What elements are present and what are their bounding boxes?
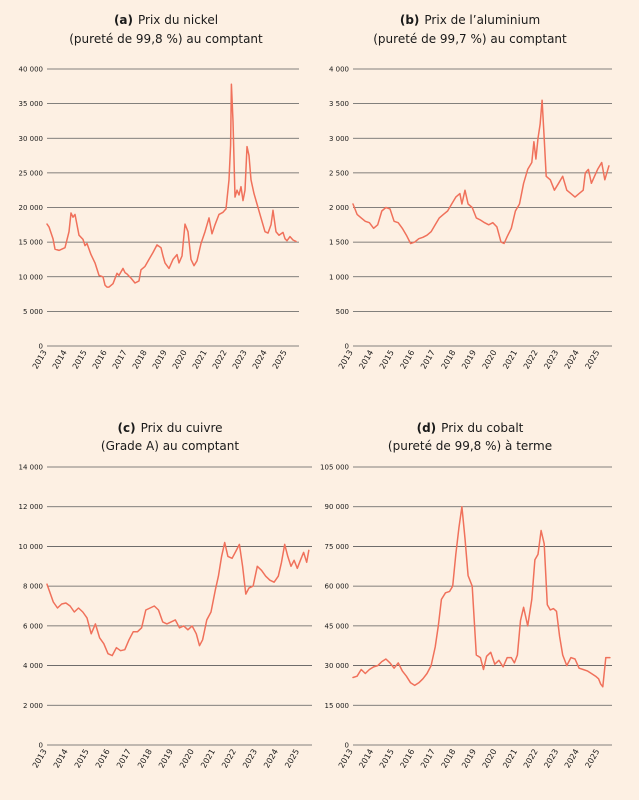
panel-letter: (b): [400, 13, 420, 27]
chart-title-line-1: (b) Prix de l’aluminium: [400, 13, 540, 27]
y-tick-label: 40 000: [19, 66, 44, 74]
chart-title-line-2: (pureté de 99,8 %) au comptant: [69, 32, 263, 46]
y-tick-label: 10 000: [19, 273, 44, 281]
chart-title-line-2: (Grade A) au comptant: [101, 439, 239, 453]
y-tick-label: 4 000: [23, 662, 43, 670]
y-tick-label: 2 000: [23, 702, 43, 710]
y-tick-label: 8 000: [23, 583, 43, 591]
y-tick-label: 2 000: [329, 204, 349, 212]
series-line: [352, 505, 611, 688]
y-tick-label: 15 000: [19, 239, 44, 247]
chart-title-line-2: (pureté de 99,7 %) au comptant: [373, 32, 567, 46]
y-tick-label: 3 500: [329, 100, 349, 108]
chart-title-line-2: (pureté de 99,8 %) à terme: [388, 439, 552, 453]
y-tick-label: 0: [39, 343, 43, 351]
panel-letter: (d): [417, 421, 437, 435]
y-tick-label: 4 000: [329, 66, 349, 74]
y-tick-label: 30 000: [325, 662, 350, 670]
y-tick-label: 25 000: [19, 169, 44, 177]
y-tick-label: 35 000: [19, 100, 44, 108]
series-line: [46, 83, 297, 288]
chart-title-line-1: (a) Prix du nickel: [114, 13, 218, 27]
y-tick-label: 5 000: [23, 308, 43, 316]
y-tick-label: 105 000: [320, 464, 349, 472]
y-tick-label: 0: [345, 742, 349, 750]
panel-letter: (c): [117, 421, 135, 435]
y-tick-label: 45 000: [325, 622, 350, 630]
y-tick-label: 75 000: [325, 543, 350, 551]
y-tick-label: 20 000: [19, 204, 44, 212]
y-tick-label: 14 000: [19, 464, 44, 472]
y-tick-label: 30 000: [19, 135, 44, 143]
y-tick-label: 1 500: [329, 239, 349, 247]
y-tick-label: 2 500: [329, 169, 349, 177]
y-tick-label: 90 000: [325, 503, 350, 511]
chart-title-text: Prix de l’aluminium: [424, 13, 540, 27]
chart-title-text: Prix du cobalt: [441, 421, 523, 435]
series-line: [352, 99, 610, 245]
series-line: [46, 541, 310, 657]
y-tick-label: 0: [345, 343, 349, 351]
y-tick-label: 500: [336, 308, 349, 316]
y-tick-label: 10 000: [19, 543, 44, 551]
y-tick-label: 60 000: [325, 583, 350, 591]
chart-title-line-1: (c) Prix du cuivre: [117, 421, 222, 435]
panel-letter: (a): [114, 13, 133, 27]
y-tick-label: 12 000: [19, 503, 44, 511]
y-tick-label: 15 000: [325, 702, 350, 710]
y-tick-label: 6 000: [23, 622, 43, 630]
chart-title-line-1: (d) Prix du cobalt: [417, 421, 524, 435]
chart-title-text: Prix du nickel: [138, 13, 218, 27]
y-tick-label: 3 000: [329, 135, 349, 143]
chart-title-text: Prix du cuivre: [141, 421, 223, 435]
y-tick-label: 0: [39, 742, 43, 750]
y-tick-label: 1 000: [329, 273, 349, 281]
